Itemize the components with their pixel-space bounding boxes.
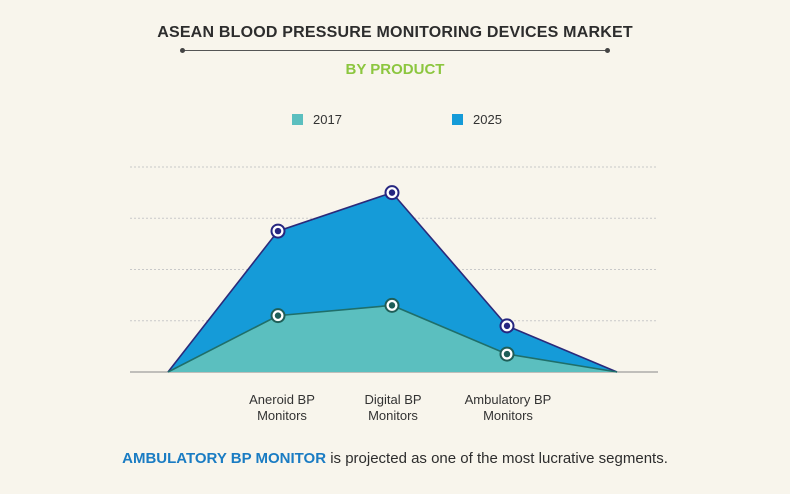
title-divider [180, 48, 610, 53]
category-label-digital: Digital BP Monitors [333, 392, 453, 424]
category-label-line: Ambulatory BP [464, 392, 552, 407]
footer-note: AMBULATORY BP MONITOR is projected as on… [0, 450, 790, 467]
legend-label-2025: 2025 [473, 112, 502, 127]
category-label-line: Monitors [368, 408, 418, 423]
legend-swatch-2017 [292, 114, 303, 125]
data-point-core-2017 [503, 350, 511, 358]
footer-text: is projected as one of the most lucrativ… [326, 450, 668, 467]
category-label-aneroid: Aneroid BP Monitors [222, 392, 342, 424]
data-point-core-2017 [388, 302, 396, 309]
data-point-core-2017 [274, 312, 282, 319]
divider-left-dot [180, 48, 185, 53]
data-point-core-2025 [503, 322, 511, 330]
legend-item-2017: 2017 [292, 112, 342, 127]
legend-label-2017: 2017 [313, 112, 342, 127]
divider-right-dot [605, 48, 610, 53]
footer-highlight: AMBULATORY BP MONITOR [122, 450, 327, 467]
data-point-core-2025 [274, 227, 282, 235]
data-point-core-2025 [388, 189, 396, 196]
category-label-line: Digital BP [364, 392, 422, 407]
legend-item-2025: 2025 [452, 112, 502, 127]
chart-subtitle: BY PRODUCT [345, 61, 445, 78]
category-label-line: Monitors [257, 408, 307, 423]
category-label-line: Monitors [483, 408, 533, 423]
legend-swatch-2025 [452, 114, 463, 125]
chart-title: ASEAN BLOOD PRESSURE MONITORING DEVICES … [157, 24, 633, 41]
category-label-ambulatory: Ambulatory BP Monitors [448, 392, 568, 424]
category-label-line: Aneroid BP [249, 392, 315, 407]
